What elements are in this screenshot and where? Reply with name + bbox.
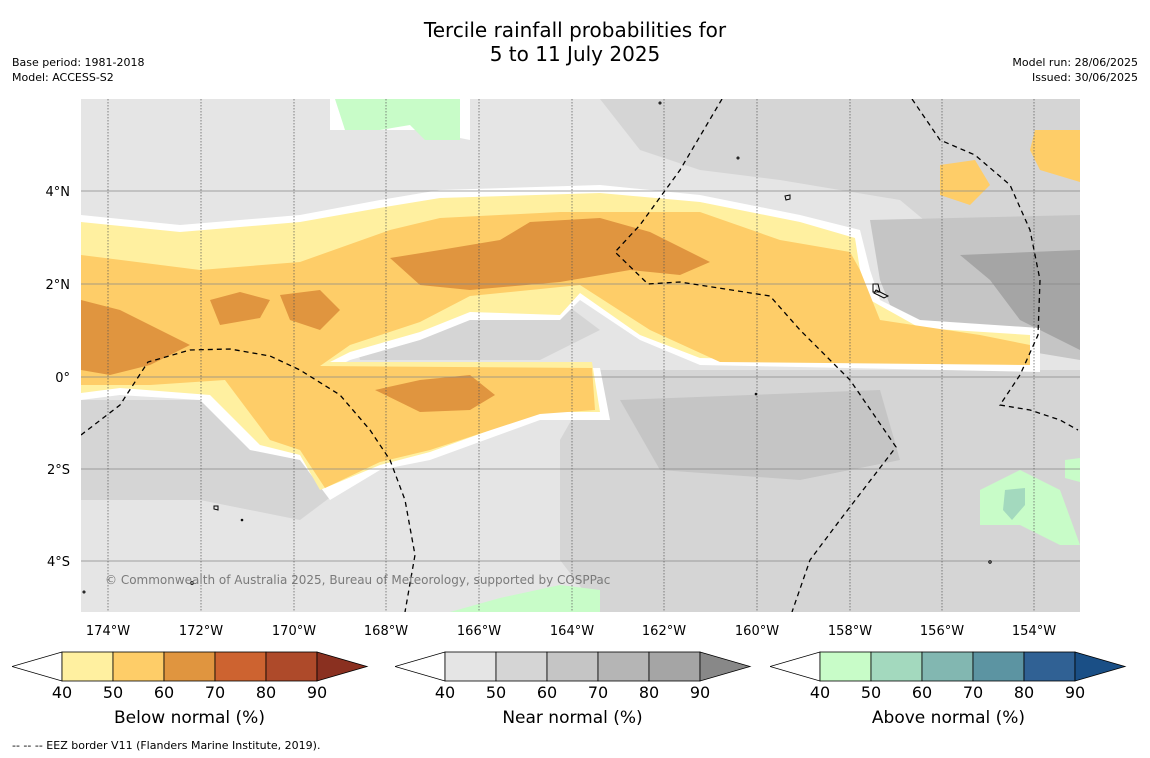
- model-name: Model: ACCESS-S2: [12, 71, 114, 84]
- below-normal-60-patch-w2: [280, 290, 340, 330]
- colorbar-tick-label: 90: [689, 683, 711, 702]
- below-normal-60-patch-w1: [210, 292, 270, 325]
- lon-label: 162°W: [642, 624, 686, 639]
- islands: [82, 101, 992, 594]
- colorbar-segment: [214, 651, 267, 682]
- colorbar-segment: [444, 651, 497, 682]
- colorbar-tick-label: 70: [962, 683, 984, 702]
- colorbar-extend-low: [395, 651, 446, 682]
- title-line-1: Tercile rainfall probabilities for: [423, 18, 727, 42]
- lon-label: 158°W: [828, 624, 872, 639]
- below-normal-50-patch-ne2: [940, 160, 990, 205]
- map-title: Tercile rainfall probabilities for 5 to …: [0, 18, 1150, 66]
- colorbar-tick-label: 50: [102, 683, 124, 702]
- colorbar-tick-label: 70: [204, 683, 226, 702]
- colorbar-tick-label: 90: [306, 683, 328, 702]
- run-info: Model run: 28/06/2025 Issued: 30/06/2025: [1012, 55, 1138, 85]
- lon-label: 160°W: [735, 624, 779, 639]
- lat-axis-labels: 4°N 2°N 0° 2°S 4°S: [46, 185, 71, 570]
- map-copyright: © Commonwealth of Australia 2025, Bureau…: [105, 573, 610, 587]
- colorbar-title-near: Near normal (%): [502, 708, 643, 728]
- eez-footnote: -- -- -- EEZ border V11 (Flanders Marine…: [12, 739, 321, 752]
- colorbar-tick-label: 50: [860, 683, 882, 702]
- below-normal-50-patch-ne: [1030, 130, 1080, 182]
- colorbar-near-normal: [395, 651, 752, 682]
- colorbar-segment: [597, 651, 650, 682]
- colorbar-tick-label: 40: [434, 683, 456, 702]
- colorbar-tick-label: 70: [587, 683, 609, 702]
- title-line-2: 5 to 11 July 2025: [489, 42, 661, 66]
- colorbar-extend-high: [1074, 651, 1127, 682]
- colorbar-segment: [61, 651, 114, 682]
- colorbar-tick-label: 60: [153, 683, 175, 702]
- colorbar-title-above: Above normal (%): [871, 708, 1026, 728]
- colorbar-tick-label: 60: [911, 683, 933, 702]
- colorbar-tick-label: 50: [485, 683, 507, 702]
- above-normal-patch-north: [335, 99, 460, 140]
- eez-borders: [81, 99, 1079, 612]
- colorbar-segment: [112, 651, 165, 682]
- lat-label: 2°S: [47, 463, 70, 478]
- colorbar-segment: [819, 651, 872, 682]
- below-normal-50-region: [81, 212, 1030, 488]
- colorbar-tick-label: 60: [536, 683, 558, 702]
- map-plot-area: [81, 99, 1080, 612]
- lon-axis-labels: 174°W 172°W 170°W 168°W 166°W 164°W 162°W 160°W…: [86, 624, 1056, 639]
- colorbar-extend-low: [12, 651, 63, 682]
- colorbar-tick-label: 80: [638, 683, 660, 702]
- issued-date: Issued: 30/06/2025: [1031, 71, 1138, 84]
- lon-label: 154°W: [1012, 624, 1056, 639]
- colorbar-segment: [495, 651, 548, 682]
- colorbar-segment: [1023, 651, 1076, 682]
- colorbar-segment: [972, 651, 1025, 682]
- colorbar-tick-label: 80: [255, 683, 277, 702]
- lon-label: 156°W: [920, 624, 964, 639]
- near-normal-region-east-70: [960, 250, 1080, 350]
- colorbar-segment: [921, 651, 974, 682]
- colorbar-above-normal: [770, 651, 1127, 682]
- above-normal-patch-se: [980, 470, 1080, 545]
- colorbar-segment: [546, 651, 599, 682]
- lat-label: 2°N: [46, 278, 71, 293]
- below-normal-60-patch-s: [375, 375, 495, 412]
- colorbar-extend-high: [699, 651, 752, 682]
- colorbar-tick-label: 80: [1013, 683, 1035, 702]
- colorbar-title-below: Below normal (%): [114, 708, 265, 728]
- probability-map: © Commonwealth of Australia 2025, Bureau…: [46, 99, 1080, 639]
- above-normal-patch-south: [450, 585, 600, 612]
- colorbar-tick-label: 40: [51, 683, 73, 702]
- lon-gridlines: [107, 99, 1035, 612]
- colorbar-extend-high: [316, 651, 369, 682]
- lon-label: 174°W: [86, 624, 130, 639]
- lon-label: 166°W: [457, 624, 501, 639]
- colorbar-segment: [163, 651, 216, 682]
- colorbar-segment: [648, 651, 701, 682]
- colorbar-segment: [265, 651, 318, 682]
- lon-label: 168°W: [364, 624, 408, 639]
- near-normal-region-central: [620, 390, 900, 480]
- colorbar-tick-label: 40: [809, 683, 831, 702]
- colorbar-below-normal: [12, 651, 369, 682]
- lon-label: 170°W: [272, 624, 316, 639]
- above-normal-patch-se-50: [1003, 488, 1025, 520]
- lon-label: 164°W: [550, 624, 594, 639]
- colorbar-segment: [870, 651, 923, 682]
- above-normal-patch-edge: [1065, 458, 1080, 482]
- lat-label: 0°: [55, 371, 70, 386]
- model-run: Model run: 28/06/2025: [1012, 56, 1138, 69]
- lat-label: 4°S: [47, 555, 70, 570]
- colorbar-tick-label: 90: [1064, 683, 1086, 702]
- near-normal-region-ne: [600, 99, 1080, 250]
- model-info: Base period: 1981-2018 Model: ACCESS-S2: [12, 55, 144, 85]
- lat-gridlines: [81, 190, 1080, 562]
- lat-label: 4°N: [46, 185, 71, 200]
- colorbar-extend-low: [770, 651, 821, 682]
- lon-label: 172°W: [179, 624, 223, 639]
- base-period: Base period: 1981-2018: [12, 56, 145, 69]
